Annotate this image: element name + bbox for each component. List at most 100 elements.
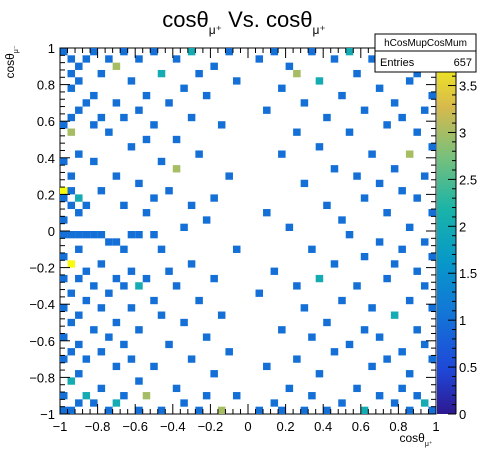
heatmap-cell — [413, 392, 421, 400]
heatmap-cell — [405, 296, 414, 305]
heatmap-cell — [75, 106, 83, 114]
heatmap-cell — [97, 304, 106, 312]
heatmap-cell — [60, 406, 68, 414]
heatmap-cell — [97, 231, 106, 239]
heatmap-cell — [82, 392, 91, 400]
heatmap-cell — [300, 304, 309, 312]
heatmap-cell — [360, 326, 369, 334]
heatmap-cell — [75, 209, 83, 217]
heatmap-cell — [420, 106, 429, 114]
heatmap-cell — [135, 377, 143, 385]
x-axis-label: cosθμ⁺ — [399, 431, 432, 448]
heatmap-cell — [187, 355, 196, 363]
heatmap-cell — [202, 333, 211, 341]
heatmap-cell — [360, 194, 369, 202]
heatmap-cell — [165, 99, 173, 107]
x-tick-label: 0.4 — [314, 419, 332, 434]
heatmap-cell — [315, 77, 324, 85]
heatmap-cell — [112, 318, 121, 327]
heatmap-cell — [67, 128, 76, 136]
heatmap-cell — [90, 326, 98, 334]
heatmap-cell — [60, 216, 68, 224]
heatmap-cell — [112, 399, 121, 407]
heatmap-cell — [338, 296, 346, 305]
heatmap-cell — [75, 245, 83, 253]
x-tick-label: −1 — [53, 419, 68, 434]
heatmap-cell — [217, 121, 226, 129]
heatmap-cell — [345, 231, 354, 239]
heatmap-cell — [263, 209, 271, 217]
ylabel-sub: μ⁻ — [13, 45, 20, 53]
heatmap-cell — [142, 135, 151, 144]
heatmap-cell — [375, 333, 384, 341]
heatmap-cell — [90, 91, 98, 100]
z-tick-label: 2 — [459, 219, 466, 234]
heatmap-cell — [75, 77, 83, 85]
heatmap-cell — [127, 143, 136, 151]
heatmap-cell — [105, 333, 113, 341]
heatmap-cell — [263, 106, 271, 114]
heatmap-cell — [127, 231, 136, 239]
heatmap-cell — [398, 113, 406, 122]
x-tick-label: 1 — [432, 419, 439, 434]
heatmap-cell — [390, 165, 399, 173]
heatmap-cell — [428, 355, 436, 363]
heatmap-cell — [390, 311, 399, 319]
heatmap-cell — [368, 150, 376, 158]
y-tick-label: 0.4 — [37, 151, 55, 166]
x-tick-label: 0.2 — [277, 419, 295, 434]
heatmap-cell — [293, 128, 301, 136]
heatmap-cell — [195, 406, 203, 414]
heatmap-cell — [60, 231, 68, 239]
title-sub2: μ⁺ — [312, 23, 325, 37]
heatmap-cell — [420, 282, 429, 290]
heatmap-cell — [405, 150, 414, 158]
heatmap-cell — [375, 392, 384, 400]
heatmap-cell — [60, 121, 68, 129]
heatmap-cell — [105, 406, 113, 414]
heatmap-cell — [97, 260, 106, 268]
heatmap-cell — [67, 318, 76, 327]
heatmap-cell — [270, 399, 279, 407]
heatmap-cell — [405, 406, 414, 414]
heatmap-cell — [142, 209, 151, 217]
z-tick-label: 1 — [459, 313, 466, 328]
heatmap-cell — [323, 201, 331, 210]
heatmap-cell — [67, 172, 76, 180]
heatmap-cell — [135, 55, 143, 63]
heatmap-cell — [308, 392, 316, 400]
heatmap-cell — [172, 55, 181, 63]
heatmap-cell — [398, 245, 406, 253]
heatmap-cell — [413, 194, 421, 202]
heatmap-cell — [428, 143, 436, 151]
heatmap-cell — [60, 333, 68, 341]
x-tick-label: −0.6 — [122, 419, 148, 434]
heatmap-cell — [150, 296, 158, 305]
heatmap-cell — [97, 348, 106, 356]
heatmap-cell — [405, 370, 414, 378]
heatmap-cell — [428, 91, 436, 100]
heatmap-cell — [180, 84, 188, 92]
heatmap-cell — [187, 260, 196, 268]
heatmap-cell — [97, 69, 106, 78]
heatmap-cell — [90, 157, 98, 166]
heatmap-cell — [353, 172, 361, 180]
heatmap-cell — [360, 106, 369, 114]
heatmap-cell — [413, 128, 421, 136]
z-tick-label: 0 — [459, 407, 466, 422]
heatmap-cell — [120, 245, 128, 253]
heatmap-cell — [210, 194, 218, 202]
heatmap-cell — [150, 194, 158, 202]
heatmap-cell — [428, 209, 436, 217]
heatmap-cell — [82, 355, 91, 363]
heatmap-cell — [82, 267, 91, 275]
heatmap-cell — [60, 355, 68, 363]
heatmap-cells — [60, 48, 436, 414]
heatmap-cell — [142, 392, 151, 400]
heatmap-cell — [263, 362, 271, 371]
heatmap-cell — [120, 201, 128, 210]
stats-entries-value: 657 — [454, 57, 472, 69]
heatmap-cell — [330, 55, 339, 63]
heatmap-cell — [195, 69, 203, 78]
z-tick-label: 0.5 — [459, 360, 477, 375]
